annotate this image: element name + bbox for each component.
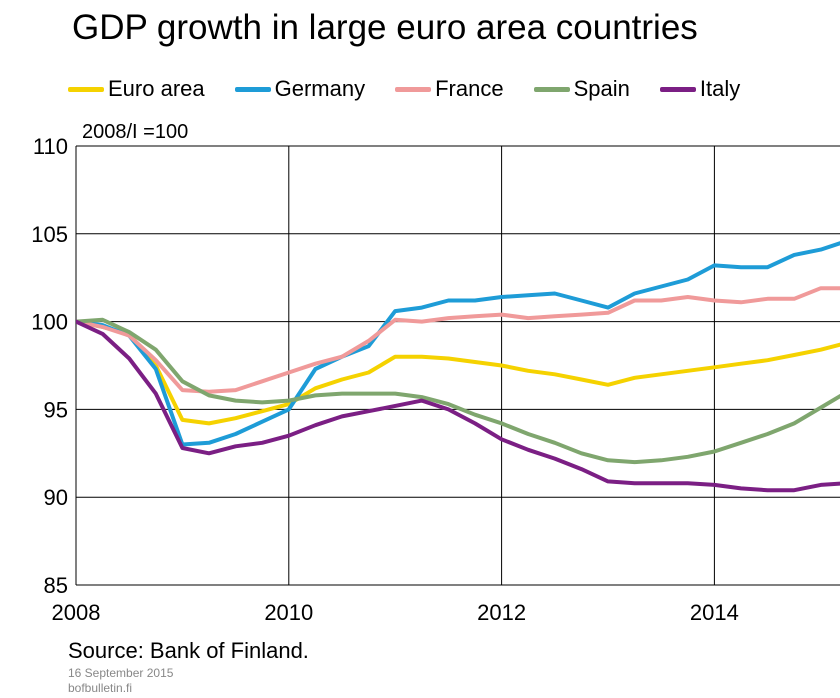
- legend-label: Euro area: [108, 76, 205, 101]
- series-line-france: [76, 286, 840, 394]
- legend-label: Spain: [573, 76, 630, 101]
- series-line-spain: [76, 317, 840, 465]
- publication-date: 16 September 2015: [68, 666, 174, 680]
- legend-swatch: [533, 86, 570, 92]
- legend-label: France: [435, 76, 504, 101]
- series-line-germany: [76, 241, 840, 447]
- gdp-line-chart: 85 90 95 100 105 110 2008 2010 2012 2014 2008/I =1…: [31, 121, 840, 625]
- legend-item-italy: Italy: [659, 76, 741, 102]
- x-tick-label: 2008: [52, 600, 101, 625]
- series-line-euro-area: [76, 319, 840, 426]
- y-tick-label: 110: [33, 134, 68, 159]
- chart-legend: Euro area Germany France Spain Italy: [68, 73, 770, 105]
- x-tick-label: 2012: [477, 600, 526, 625]
- y-tick-label: 85: [44, 573, 68, 598]
- legend-swatch: [659, 86, 696, 92]
- y-tick-label: 100: [31, 310, 68, 335]
- legend-item-france: France: [395, 76, 504, 102]
- series-line-italy: [76, 319, 840, 493]
- legend-swatch: [395, 86, 432, 92]
- chart-title: GDP growth in large euro area countries: [72, 8, 698, 47]
- legend-item-spain: Spain: [533, 76, 630, 102]
- legend-label: Italy: [699, 76, 741, 101]
- legend-swatch: [68, 86, 104, 92]
- legend-item-euro-area: Euro area: [68, 76, 205, 102]
- legend-swatch: [234, 86, 271, 92]
- website-note: bofbulletin.fi: [68, 681, 133, 695]
- y-tick-label: 105: [31, 222, 68, 247]
- x-tick-label: 2014: [690, 600, 739, 625]
- legend-label: Germany: [274, 76, 366, 101]
- source-note: Source: Bank of Finland.: [68, 638, 309, 663]
- x-tick-label: 2010: [264, 600, 313, 625]
- y-tick-label: 95: [44, 397, 68, 422]
- y-tick-label: 90: [44, 485, 68, 510]
- legend-item-germany: Germany: [234, 76, 366, 102]
- y-axis-label: 2008/I =100: [82, 121, 188, 143]
